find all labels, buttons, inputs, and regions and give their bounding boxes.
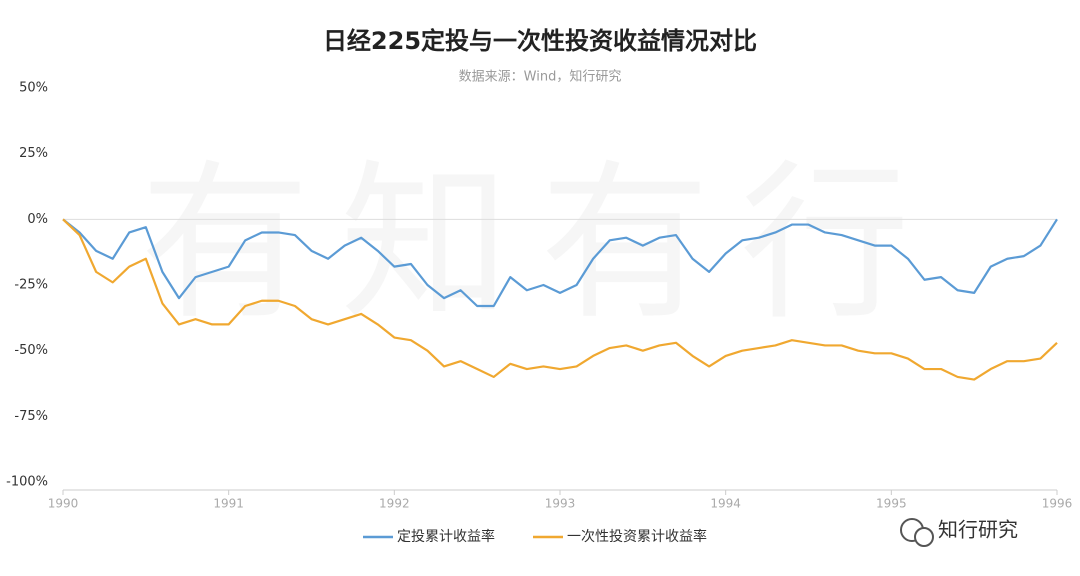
legend-label: 定投累计收益率 (397, 528, 495, 545)
y-tick-label: -25% (14, 278, 48, 293)
y-tick-label: -100% (6, 475, 48, 490)
series-line (62, 218, 1058, 381)
x-tick-label: 1990 (48, 497, 79, 511)
x-tick-label: 1993 (545, 497, 576, 511)
watermark: 有知有行 (140, 145, 940, 343)
legend-label: 一次性投资累计收益率 (567, 528, 707, 545)
y-tick-label: 50% (19, 81, 48, 96)
brand: 知行研究 (938, 518, 1018, 542)
chart-subtitle: 数据来源：Wind，知行研究 (459, 69, 622, 85)
x-tick-label: 1992 (379, 497, 410, 511)
brand-logo (900, 518, 934, 547)
chart-title: 日经225定投与一次性投资收益情况对比 (323, 27, 757, 55)
series-line (62, 218, 1058, 308)
y-tick-label: -75% (14, 409, 48, 424)
y-tick-label: -50% (14, 343, 48, 358)
x-tick-label: 1996 (1042, 497, 1073, 511)
x-tick-label: 1991 (213, 497, 244, 511)
y-tick-label: 0% (27, 212, 48, 227)
y-tick-label: 25% (19, 146, 48, 161)
x-tick-label: 1994 (710, 497, 741, 511)
x-tick-label: 1995 (876, 497, 907, 511)
